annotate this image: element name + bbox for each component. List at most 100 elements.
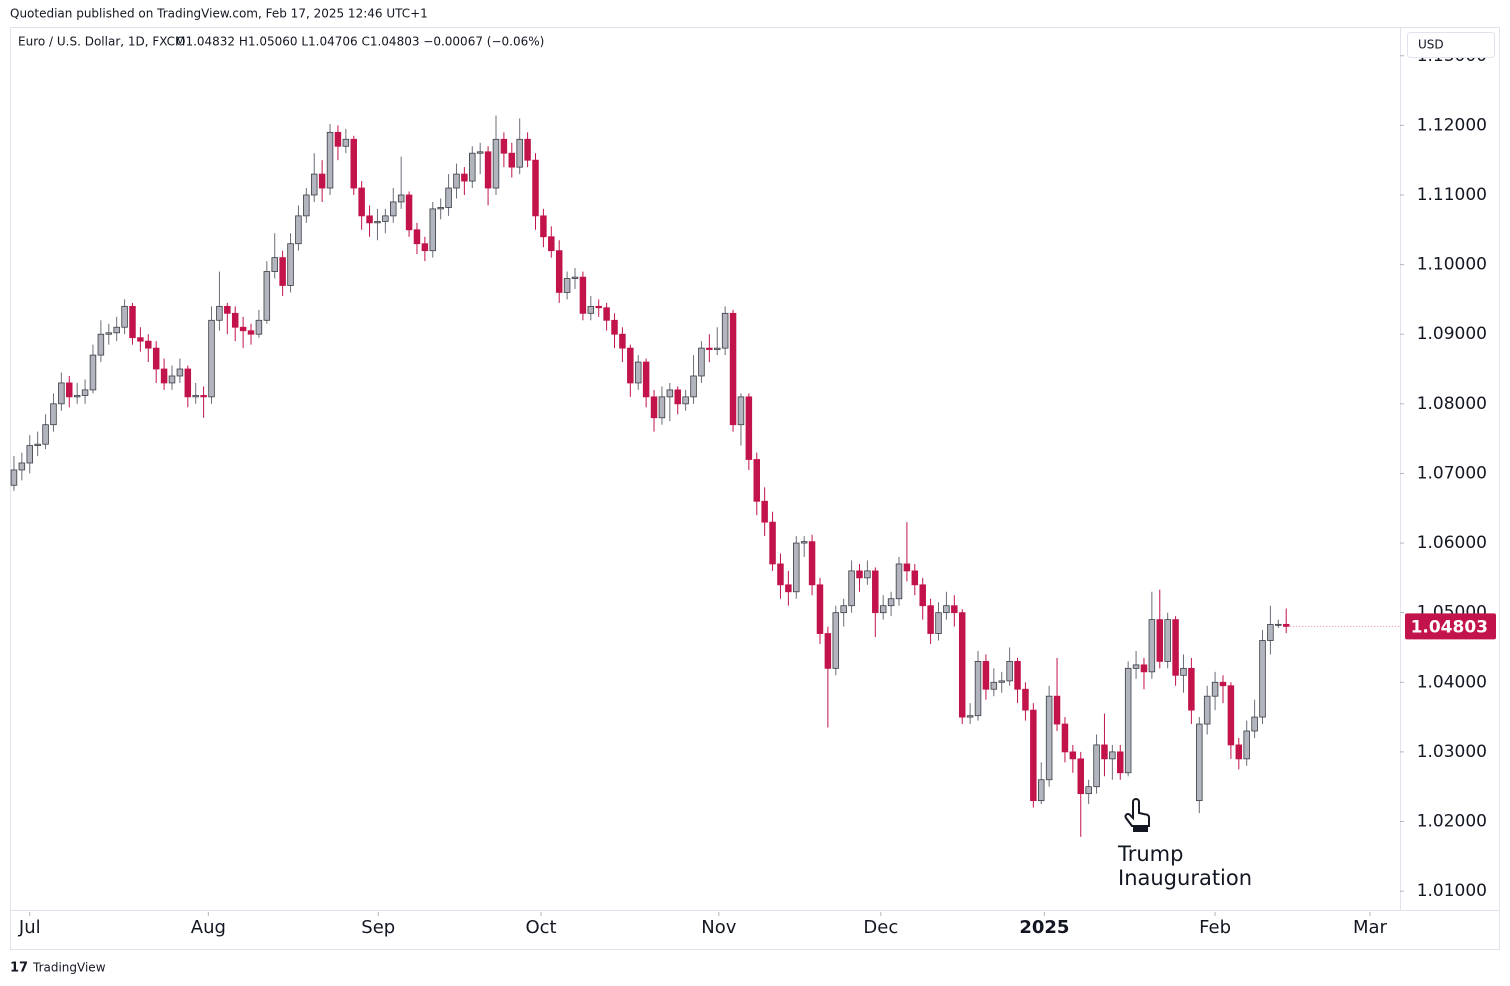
candle-body	[405, 194, 413, 231]
candle-body	[1227, 685, 1235, 746]
y-tick-label: 1.08000	[1417, 394, 1487, 414]
candle-body	[1219, 681, 1227, 687]
last-price-box	[1405, 613, 1496, 640]
candle-body	[58, 382, 65, 405]
pointer-hand	[1124, 798, 1150, 827]
candle-body	[97, 333, 105, 356]
candle-body	[89, 354, 97, 391]
candle-body	[761, 500, 768, 523]
x-tick-label: Feb	[1199, 917, 1231, 938]
pointer-cuff	[1133, 826, 1148, 832]
candle-body	[974, 660, 982, 717]
candle-body	[1101, 744, 1108, 760]
candle-body	[1132, 664, 1140, 669]
candle-body	[73, 395, 81, 398]
y-tick-label: 1.03000	[1417, 742, 1487, 762]
candle-body	[81, 389, 89, 396]
candle-body	[824, 633, 832, 669]
candle-body	[1085, 786, 1092, 795]
candle-body	[532, 159, 539, 217]
candle-body	[706, 347, 713, 350]
candle-body	[231, 312, 239, 328]
candle-body	[1259, 640, 1266, 718]
candle-body	[1014, 660, 1021, 690]
y-tick-label: 1.01000	[1417, 881, 1487, 901]
candle-body	[555, 250, 563, 293]
candle-body	[1211, 681, 1219, 697]
candle-body	[10, 469, 18, 486]
candle-body	[1117, 751, 1124, 774]
candle-body	[1148, 619, 1156, 673]
candle-body	[303, 194, 310, 217]
candle-body	[279, 257, 286, 286]
candle-body	[358, 187, 365, 217]
candle-body	[224, 305, 231, 314]
candle-body	[34, 443, 41, 446]
candle-body	[611, 319, 618, 335]
candle-body	[247, 330, 255, 335]
candle-body	[627, 347, 634, 384]
candle-body	[919, 584, 926, 607]
candle-body	[634, 361, 642, 384]
candle-body	[698, 347, 705, 377]
candle-body	[1196, 723, 1203, 802]
candle-body	[666, 389, 674, 398]
y-tick-label: 1.02000	[1417, 812, 1487, 832]
candle-body	[943, 605, 950, 614]
candle-body	[208, 319, 215, 398]
candle-body	[66, 382, 73, 398]
candle-body	[271, 257, 278, 272]
published-line: Quotedian published on TradingView.com, …	[10, 7, 428, 21]
x-tick-label: Jul	[18, 917, 41, 938]
candle-body	[255, 319, 263, 335]
annotation-text: Inauguration	[1118, 866, 1252, 890]
candle-body	[1124, 667, 1132, 774]
candle-body	[571, 276, 579, 279]
candle-body	[674, 389, 681, 405]
candle-body	[192, 395, 199, 398]
candle-body	[421, 243, 429, 252]
candle-body	[1093, 744, 1100, 788]
candle-body	[184, 368, 192, 398]
candle-body	[334, 131, 342, 147]
y-tick-label: 1.04000	[1417, 672, 1487, 692]
candle-body	[658, 396, 666, 419]
chart-title: Euro / U.S. Dollar, 1D, FXCM	[18, 35, 185, 49]
candle-body	[927, 605, 934, 634]
candle-body	[524, 138, 531, 161]
candle-body	[113, 326, 120, 334]
candle-body	[484, 151, 492, 189]
candle-body	[887, 598, 895, 607]
currency-box[interactable]	[1407, 32, 1495, 58]
x-tick-label: Sep	[361, 917, 395, 938]
candle-body	[390, 201, 397, 217]
candle-body	[682, 396, 689, 405]
candle-body	[966, 715, 974, 718]
candle-body	[453, 173, 460, 189]
candle-body	[595, 305, 602, 309]
plot-area	[10, 55, 1404, 916]
candle-body	[990, 681, 998, 690]
candle-body	[461, 173, 468, 182]
candle-body	[342, 138, 350, 147]
x-tick-label: 2025	[1019, 917, 1069, 938]
candle-body	[318, 173, 326, 189]
candle-body	[548, 236, 555, 252]
candle-body	[642, 361, 650, 398]
candle-body	[603, 307, 610, 321]
candle-body	[848, 570, 855, 607]
candle-body	[958, 612, 966, 718]
candle-body	[785, 584, 792, 593]
candle-body	[1180, 667, 1187, 676]
candle-body	[951, 605, 958, 614]
candle-body	[160, 368, 168, 384]
candle-body	[1251, 716, 1258, 732]
candle-body	[310, 173, 318, 196]
candle-body	[168, 375, 176, 384]
candle-body	[1235, 744, 1243, 760]
candle-body	[374, 221, 381, 224]
y-tick-label: 1.11000	[1417, 185, 1487, 205]
candle-body	[287, 243, 294, 286]
x-tick-label: Oct	[525, 917, 556, 938]
